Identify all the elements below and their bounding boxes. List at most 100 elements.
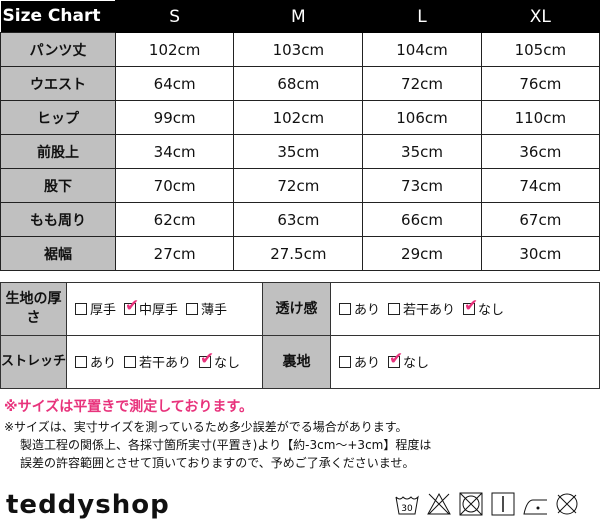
note-line-2: 製造工程の関係上、各採寸箇所実寸(平置き)より【約-3cm～+3cm】程度は bbox=[20, 438, 432, 452]
checkbox bbox=[339, 302, 351, 315]
iron-low-icon bbox=[523, 492, 547, 516]
measurement-value: 64cm bbox=[114, 66, 235, 101]
no-dry-clean-icon bbox=[555, 492, 579, 516]
measurement-value: 68cm bbox=[233, 66, 364, 101]
size-row: 前股上 34cm 35cm 35cm 36cm bbox=[0, 134, 600, 169]
note-line-3: 誤差の許容範囲とさせて頂いておりますので、予めご了承くださいませ。 bbox=[20, 456, 415, 470]
thickness-label: 生地の厚さ bbox=[0, 282, 67, 336]
size-row: ヒップ 99cm 102cm 106cm 110cm bbox=[0, 100, 600, 135]
fabric-table: 生地の厚さ 厚手 ✔ 中厚手 薄手 透け感 あり 若干あり ✔ なし ストレッチ あり 若干あ… bbox=[0, 282, 600, 389]
measurement-value: 62cm bbox=[114, 202, 235, 237]
option-lining: ✔ なし bbox=[388, 350, 430, 372]
measurement-value: 63cm bbox=[233, 202, 364, 237]
option-label: あり bbox=[90, 356, 117, 372]
lining-label: 裏地 bbox=[262, 335, 331, 389]
option-label: あり bbox=[354, 356, 381, 372]
checkbox bbox=[75, 302, 87, 315]
measurement-value: 29cm bbox=[362, 236, 482, 271]
checkbox bbox=[124, 355, 137, 368]
option-stretch: 若干あり bbox=[124, 352, 191, 371]
measurement-value: 103cm bbox=[233, 32, 364, 67]
size-row: パンツ丈 102cm 103cm 104cm 105cm bbox=[0, 32, 600, 67]
sheer-options: あり 若干あり ✔ なし bbox=[330, 282, 600, 336]
checkbox bbox=[388, 302, 401, 315]
measurement-value: 99cm bbox=[114, 100, 235, 135]
measurement-value: 70cm bbox=[114, 168, 235, 203]
lining-options: あり ✔ なし bbox=[330, 335, 600, 389]
option-label: なし bbox=[214, 356, 241, 372]
option-stretch: ✔ なし bbox=[199, 350, 241, 372]
option-label: なし bbox=[403, 356, 430, 372]
measurement-label: もも周り bbox=[0, 202, 116, 237]
check-icon: ✔ bbox=[200, 348, 215, 369]
measurement-label: ウエスト bbox=[0, 66, 116, 101]
size-s: S bbox=[114, 0, 235, 33]
option-label: あり bbox=[354, 303, 381, 319]
no-bleach-icon bbox=[427, 492, 451, 516]
measurement-value: 27cm bbox=[114, 236, 235, 271]
size-header-row: Size Chart S M L XL bbox=[0, 0, 600, 33]
sheer-label: 透け感 bbox=[262, 282, 331, 336]
measurement-value: 105cm bbox=[480, 32, 600, 67]
size-chart-table: Size Chart S M L XL パンツ丈 102cm 103cm 104cm 1… bbox=[0, 0, 600, 271]
size-row: ウエスト 64cm 68cm 72cm 76cm bbox=[0, 66, 600, 101]
measurement-label: 裾幅 bbox=[0, 236, 116, 271]
measurement-label: パンツ丈 bbox=[0, 32, 116, 67]
checkbox: ✔ bbox=[463, 297, 478, 315]
option-sheer: 若干あり bbox=[388, 299, 455, 318]
measurement-value: 66cm bbox=[362, 202, 482, 237]
option-thickness: 薄手 bbox=[186, 299, 227, 318]
measurement-value: 34cm bbox=[114, 134, 235, 169]
option-label: なし bbox=[478, 303, 505, 319]
measurement-label: 前股上 bbox=[0, 134, 116, 169]
size-m: M bbox=[233, 0, 364, 33]
no-tumble-dry-icon bbox=[459, 492, 483, 516]
measurement-value: 27.5cm bbox=[233, 236, 364, 271]
measurement-value: 102cm bbox=[114, 32, 235, 67]
size-row: 裾幅 27cm 27.5cm 29cm 30cm bbox=[0, 236, 600, 271]
option-label: 若干あり bbox=[403, 303, 456, 319]
checkbox: ✔ bbox=[388, 350, 403, 368]
note-line-1: ※サイズは、実寸サイズを測っているため多少誤差がでる場合があります。 bbox=[4, 420, 408, 434]
option-stretch: あり bbox=[75, 352, 116, 371]
measurement-label: 股下 bbox=[0, 168, 116, 203]
care-icons: 30 bbox=[395, 492, 579, 516]
size-xl: XL bbox=[480, 0, 600, 33]
checkbox: ✔ bbox=[199, 350, 214, 368]
wash-30-icon: 30 bbox=[395, 492, 419, 516]
measurement-value: 76cm bbox=[480, 66, 600, 101]
measurement-value: 35cm bbox=[362, 134, 482, 169]
measurement-label: ヒップ bbox=[0, 100, 116, 135]
measurement-note: ※サイズは平置きで測定しております。 bbox=[4, 399, 253, 415]
measurement-value: 73cm bbox=[362, 168, 482, 203]
option-sheer: ✔ なし bbox=[463, 297, 505, 319]
measurement-value: 104cm bbox=[362, 32, 482, 67]
hang-dry-icon bbox=[491, 492, 515, 516]
measurement-value: 30cm bbox=[480, 236, 600, 271]
check-icon: ✔ bbox=[389, 348, 404, 369]
thickness-options: 厚手 ✔ 中厚手 薄手 bbox=[66, 282, 263, 336]
option-label: 中厚手 bbox=[139, 303, 179, 319]
measurement-value: 74cm bbox=[480, 168, 600, 203]
size-row: 股下 70cm 72cm 73cm 74cm bbox=[0, 168, 600, 203]
option-label: 厚手 bbox=[90, 303, 117, 319]
measurement-value: 72cm bbox=[362, 66, 482, 101]
measurement-value: 110cm bbox=[480, 100, 600, 135]
checkbox: ✔ bbox=[124, 297, 139, 315]
option-lining: あり bbox=[339, 352, 380, 371]
measurement-value: 102cm bbox=[233, 100, 364, 135]
checkbox bbox=[186, 302, 199, 315]
teddyshop-logo: teddyshop bbox=[6, 490, 170, 520]
measurement-value: 106cm bbox=[362, 100, 482, 135]
stretch-label: ストレッチ bbox=[0, 335, 67, 389]
measurement-value: 36cm bbox=[480, 134, 600, 169]
wash-temp: 30 bbox=[401, 504, 413, 514]
size-chart-title: Size Chart bbox=[0, 0, 116, 33]
check-icon: ✔ bbox=[464, 295, 479, 316]
option-thickness: ✔ 中厚手 bbox=[124, 297, 179, 319]
size-l: L bbox=[362, 0, 482, 33]
option-label: 若干あり bbox=[139, 356, 192, 372]
measurement-value: 72cm bbox=[233, 168, 364, 203]
check-icon: ✔ bbox=[125, 295, 140, 316]
option-thickness: 厚手 bbox=[75, 299, 116, 318]
